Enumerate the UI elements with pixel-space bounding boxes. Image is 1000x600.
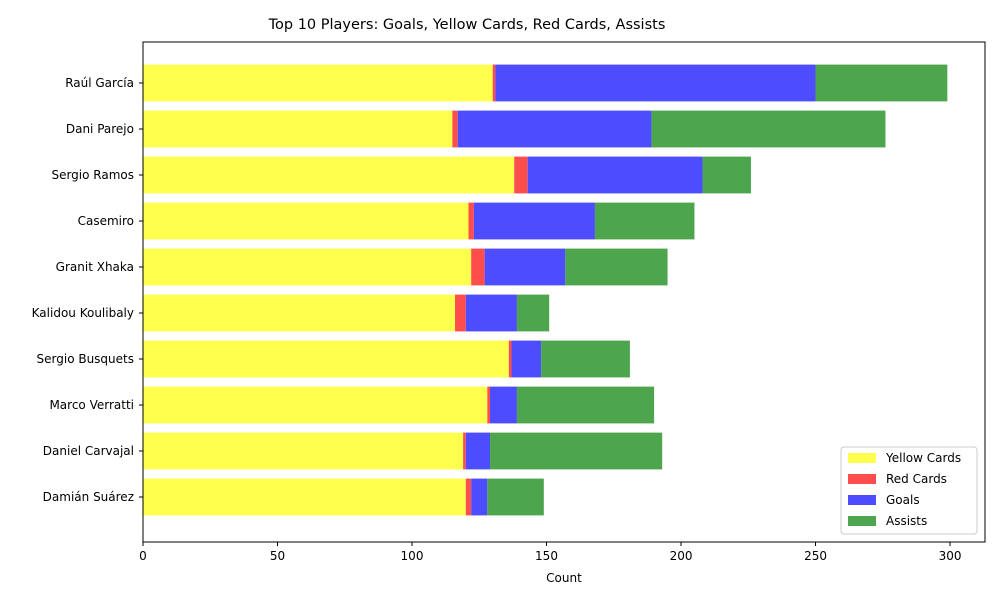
y-tick-label: Sergio Busquets	[37, 352, 134, 366]
bar-raul-garcia-assists	[815, 64, 948, 102]
x-tick-label: 50	[270, 549, 285, 563]
legend-label-goals: Goals	[886, 493, 920, 507]
y-tick-label: Dani Parejo	[66, 122, 134, 136]
bar-granit-xhaka-red-cards	[471, 248, 485, 286]
bar-kalidou-koulibaly-goals	[465, 294, 517, 332]
bar-daniel-carvajal-goals	[465, 432, 491, 470]
x-axis: 0 50 100 150 200 250 300	[139, 542, 961, 563]
bar-damian-suarez-goals	[471, 478, 488, 516]
bar-damian-suarez-assists	[487, 478, 544, 516]
legend-label-yellow-cards: Yellow Cards	[885, 451, 961, 465]
bar-granit-xhaka-assists	[565, 248, 668, 286]
legend-label-red-cards: Red Cards	[886, 472, 947, 486]
bar-marco-verratti-yellow-cards	[143, 386, 488, 424]
bar-sergio-busquets-assists	[541, 340, 630, 378]
bar-sergio-busquets-red-cards	[508, 340, 512, 378]
bar-damian-suarez-yellow-cards	[143, 478, 466, 516]
bar-casemiro-yellow-cards	[143, 202, 469, 240]
bar-sergio-ramos-goals	[527, 156, 703, 194]
bar-marco-verratti-goals	[490, 386, 517, 424]
x-tick-label: 0	[139, 549, 147, 563]
bar-raul-garcia-red-cards	[492, 64, 496, 102]
bar-daniel-carvajal-assists	[490, 432, 663, 470]
legend: Yellow Cards Red Cards Goals Assists	[840, 446, 978, 535]
legend-swatch-red-cards	[848, 474, 876, 484]
x-tick-label: 250	[804, 549, 827, 563]
x-tick-label: 300	[939, 549, 962, 563]
x-tick-label: 100	[401, 549, 424, 563]
y-tick-label: Granit Xhaka	[56, 260, 134, 274]
bar-sergio-busquets-yellow-cards	[143, 340, 509, 378]
bar-kalidou-koulibaly-yellow-cards	[143, 294, 456, 332]
bar-dani-parejo-yellow-cards	[143, 110, 453, 148]
bar-sergio-ramos-red-cards	[514, 156, 528, 194]
legend-swatch-assists	[848, 516, 876, 526]
bar-raul-garcia-yellow-cards	[143, 64, 493, 102]
y-tick-label: Raúl García	[65, 76, 134, 90]
bar-daniel-carvajal-yellow-cards	[143, 432, 464, 470]
y-tick-label: Sergio Ramos	[51, 168, 134, 182]
bar-dani-parejo-red-cards	[452, 110, 458, 148]
bar-sergio-ramos-assists	[702, 156, 751, 194]
chart-title: Top 10 Players: Goals, Yellow Cards, Red…	[268, 17, 666, 33]
y-tick-label: Marco Verratti	[49, 398, 134, 412]
bar-granit-xhaka-yellow-cards	[143, 248, 472, 286]
legend-label-assists: Assists	[886, 514, 927, 528]
bar-daniel-carvajal-red-cards	[463, 432, 466, 470]
bar-marco-verratti-assists	[516, 386, 655, 424]
bar-sergio-busquets-goals	[511, 340, 542, 378]
bar-granit-xhaka-goals	[484, 248, 566, 286]
legend-box	[840, 446, 978, 535]
bar-casemiro-assists	[594, 202, 695, 240]
y-tick-label: Casemiro	[78, 214, 134, 228]
bar-kalidou-koulibaly-red-cards	[455, 294, 466, 332]
bar-casemiro-goals	[473, 202, 595, 240]
legend-swatch-yellow-cards	[848, 453, 876, 463]
y-axis: Raúl García Dani Parejo Sergio Ramos Casemi…	[32, 76, 143, 504]
y-tick-label: Damián Suárez	[43, 490, 134, 504]
x-tick-label: 200	[670, 549, 693, 563]
bar-kalidou-koulibaly-assists	[516, 294, 550, 332]
bar-raul-garcia-goals	[495, 64, 816, 102]
bar-marco-verratti-red-cards	[487, 386, 491, 424]
plot-frame	[142, 41, 986, 543]
y-tick-label: Kalidou Koulibaly	[32, 306, 134, 320]
legend-swatch-goals	[848, 495, 876, 505]
bars-group	[143, 64, 948, 516]
bar-dani-parejo-assists	[651, 110, 886, 148]
bar-dani-parejo-goals	[457, 110, 652, 148]
bar-casemiro-red-cards	[468, 202, 474, 240]
x-axis-label: Count	[546, 571, 582, 585]
bar-damian-suarez-red-cards	[465, 478, 472, 516]
y-tick-label: Daniel Carvajal	[43, 444, 134, 458]
bar-sergio-ramos-yellow-cards	[143, 156, 515, 194]
x-tick-label: 150	[535, 549, 558, 563]
